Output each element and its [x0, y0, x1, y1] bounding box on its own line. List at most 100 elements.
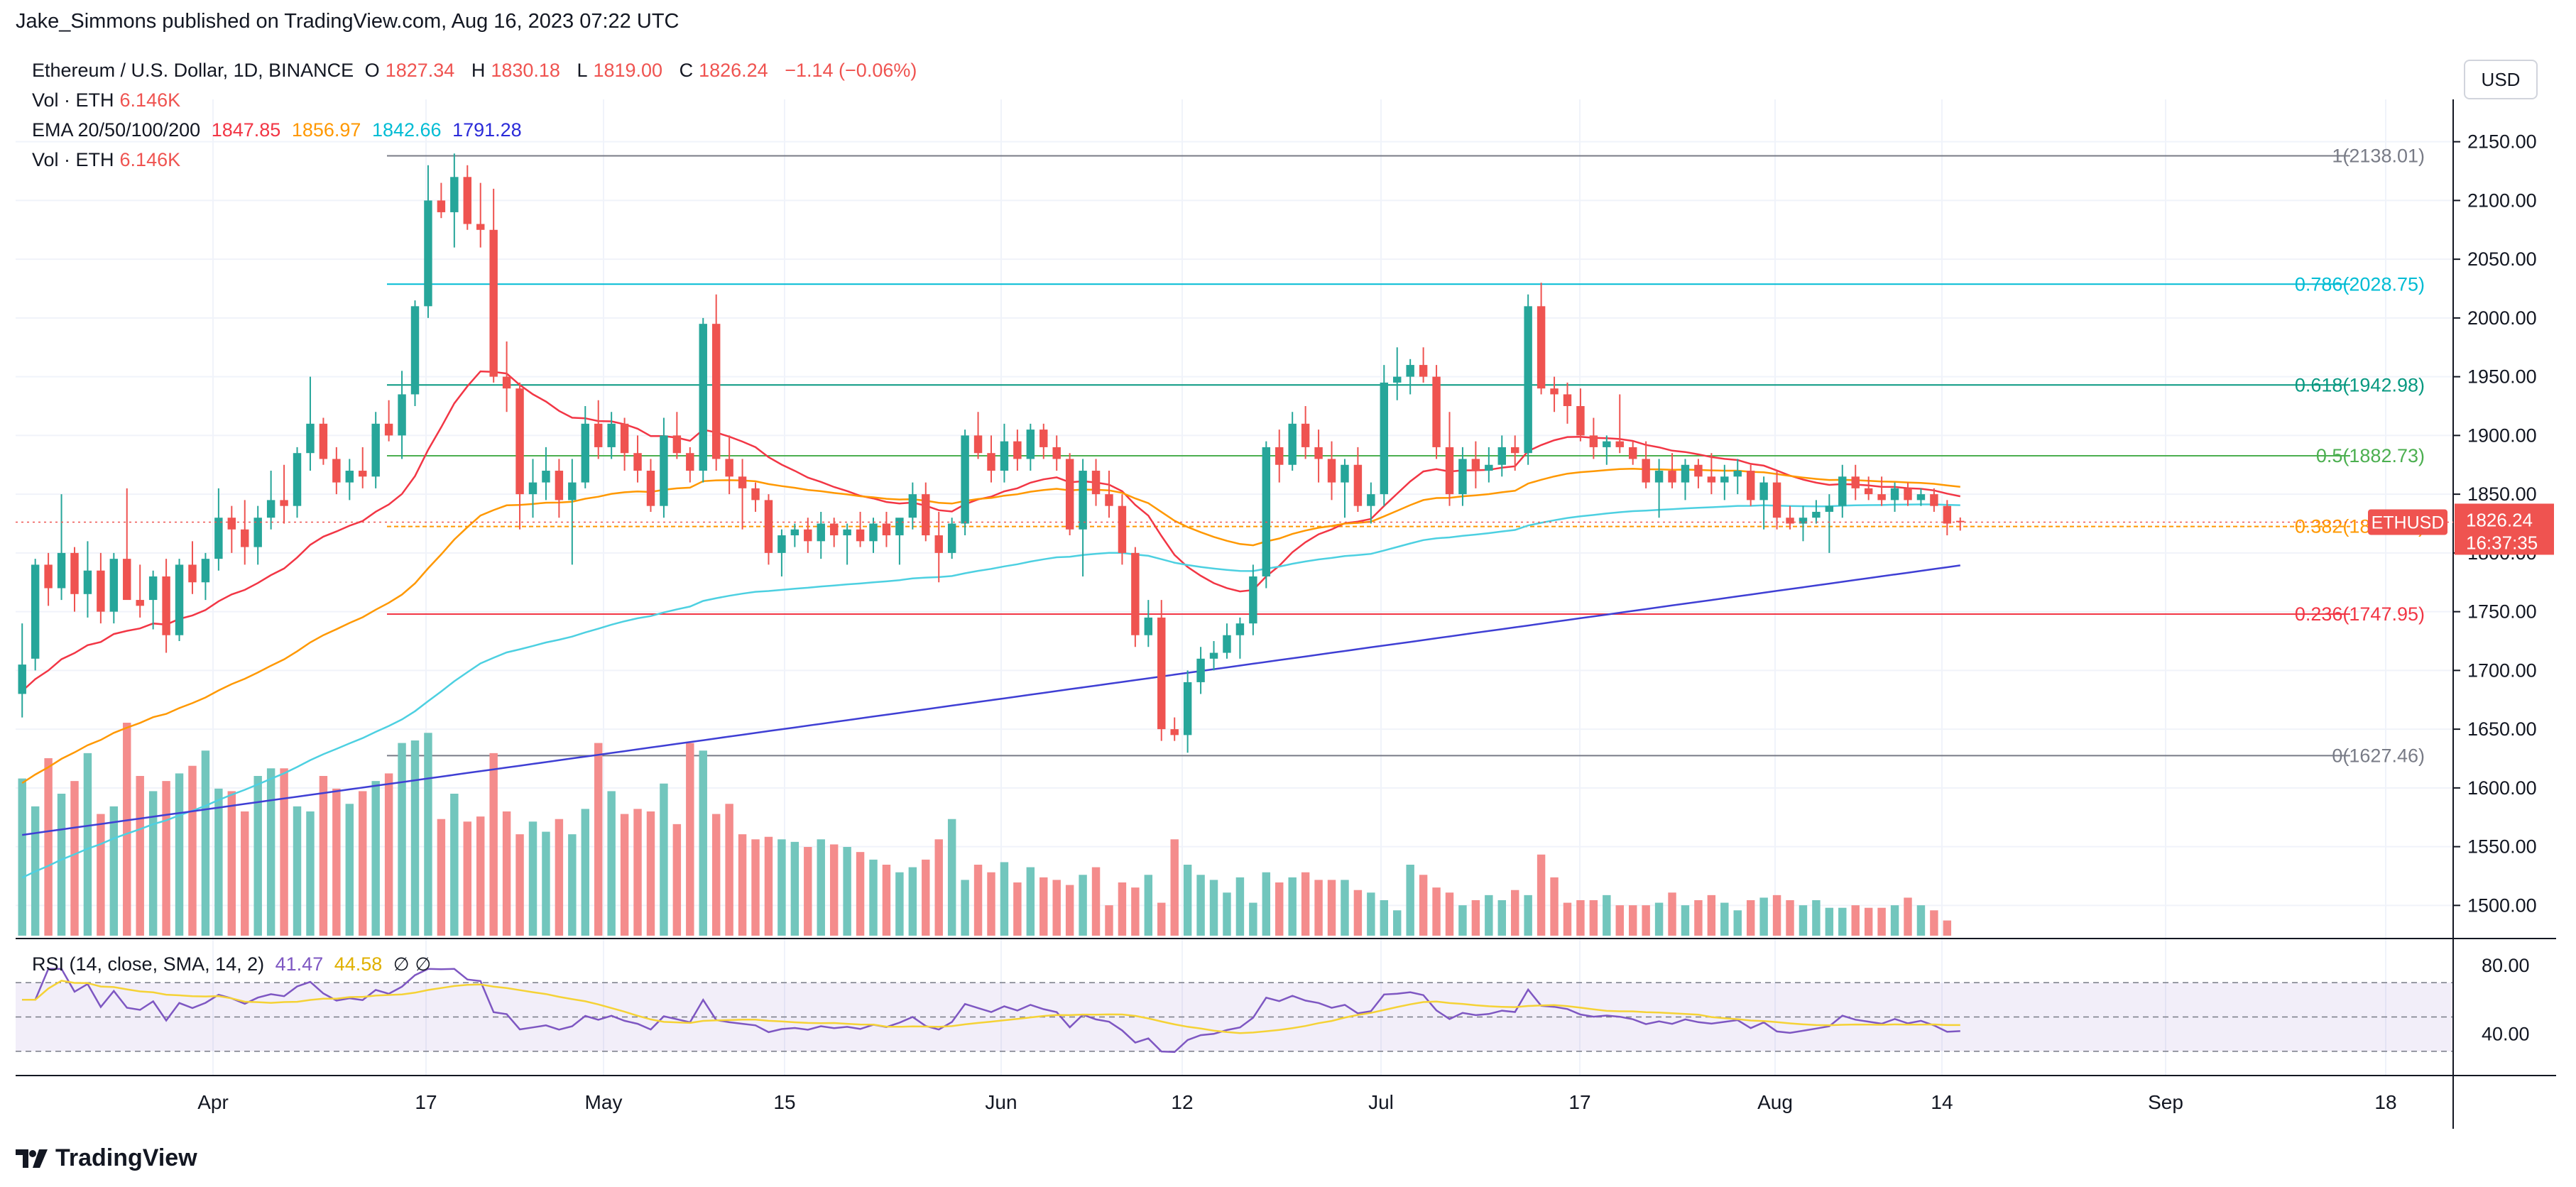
volume-legend[interactable]: Vol · ETH 6.146K [32, 89, 181, 111]
volume-bar [856, 852, 865, 936]
volume-bar [1877, 907, 1886, 936]
fib-label: 0.618(1942.98) [2295, 374, 2425, 395]
candle-body [1262, 447, 1271, 576]
volume-legend-2[interactable]: Vol · ETH 6.146K [32, 149, 181, 170]
volume-bar [817, 839, 825, 936]
candle-body [359, 471, 367, 477]
volume-bar [1537, 854, 1546, 936]
volume-bar [1314, 880, 1323, 936]
candle-body [293, 453, 302, 506]
volume-bar [1105, 905, 1113, 936]
candle-body [1603, 441, 1611, 447]
volume-bar [306, 811, 315, 936]
candle-body [1235, 623, 1245, 635]
volume-bar [280, 768, 288, 936]
candle-body [1301, 423, 1310, 447]
candle-body [306, 423, 315, 454]
candle-body [1039, 430, 1048, 447]
volume-bar [1838, 907, 1847, 936]
volume-bar [922, 859, 930, 936]
currency-button[interactable]: USD [2464, 60, 2538, 99]
y-tick-label: 2000.00 [2467, 307, 2537, 329]
volume-bar [424, 733, 432, 936]
volume-bar [882, 865, 891, 936]
volume-bar [1039, 877, 1048, 936]
rsi-sma-line [22, 980, 1960, 1034]
volume-bar [620, 814, 629, 936]
volume-bar [266, 768, 275, 936]
ema50-line [21, 467, 1960, 784]
candle-body [1628, 447, 1637, 459]
x-tick-label: 18 [2374, 1091, 2396, 1113]
candle-body [1877, 494, 1886, 500]
candle-body [934, 535, 943, 553]
ema-legend[interactable]: EMA 20/50/100/200 1847.85 1856.97 1842.6… [32, 119, 522, 141]
candle-body [188, 564, 197, 583]
candle-body [1393, 376, 1402, 383]
volume-bar [1563, 902, 1572, 936]
y-tick-label: 1700.00 [2467, 660, 2537, 681]
candle-body [1458, 459, 1467, 495]
volume-bar [961, 880, 969, 936]
volume-bar [1026, 867, 1035, 936]
volume-bar [136, 776, 144, 936]
volume-bar [253, 776, 262, 936]
candle-body [895, 518, 904, 536]
volume-bar [371, 781, 380, 936]
volume-bar [1144, 875, 1153, 936]
volume-bar [515, 834, 524, 936]
x-tick-label: Jun [985, 1091, 1017, 1113]
y-tick-label: 1750.00 [2467, 601, 2537, 623]
ema20-line [21, 370, 1961, 692]
volume-bar [1628, 905, 1637, 936]
volume-bar [44, 758, 53, 936]
candle-body [280, 500, 288, 506]
volume-bar [1013, 882, 1022, 936]
candle-body [136, 600, 144, 606]
tradingview-logo[interactable]: TradingView [16, 1144, 197, 1172]
candle-body [882, 523, 891, 536]
x-tick-label: Sep [2148, 1091, 2183, 1113]
volume-bar [1904, 897, 1912, 936]
volume-bar [1642, 905, 1650, 936]
candle-body [18, 664, 26, 694]
volume-bar [214, 788, 223, 936]
candle-body [1170, 729, 1179, 735]
candle-body [1209, 652, 1218, 659]
volume-bar [1497, 900, 1506, 936]
candle-body [987, 453, 995, 471]
volume-bar [646, 811, 655, 936]
candle-body [70, 552, 79, 594]
volume-bar [1367, 892, 1375, 936]
grid [16, 99, 2453, 1076]
candle-body [1131, 552, 1140, 635]
volume-bar [1079, 875, 1087, 936]
volume-bar [1183, 865, 1192, 936]
candle-body [528, 482, 537, 495]
candle-body [1445, 447, 1454, 495]
candle-body [817, 523, 825, 542]
rsi-legend[interactable]: RSI (14, close, SMA, 14, 2) 41.47 44.58 … [32, 953, 432, 975]
hidden-icon-2: ∅ [415, 953, 432, 975]
volume-bar [1380, 900, 1389, 936]
volume-bar [555, 819, 564, 936]
candle-body [1144, 617, 1153, 635]
candle-body [1497, 447, 1506, 465]
candle-body [1485, 464, 1493, 471]
volume-bar [293, 806, 302, 936]
candle-body [345, 471, 354, 483]
candle-body [1772, 482, 1781, 518]
y-tick-label: 1600.00 [2467, 777, 2537, 799]
symbol-title[interactable]: Ethereum / U.S. Dollar, 1D, BINANCE [32, 60, 354, 81]
ema-lines [21, 370, 1961, 879]
volume-bar [476, 816, 485, 936]
candle-body [1812, 511, 1821, 518]
candle-body [148, 576, 158, 601]
fib-label: 1(2138.01) [2332, 145, 2425, 166]
candle-body [515, 388, 524, 495]
candle-body [1563, 394, 1572, 407]
candle-body [214, 518, 223, 559]
rsi-tick-label: 80.00 [2482, 955, 2530, 976]
candle-body [1786, 518, 1794, 524]
